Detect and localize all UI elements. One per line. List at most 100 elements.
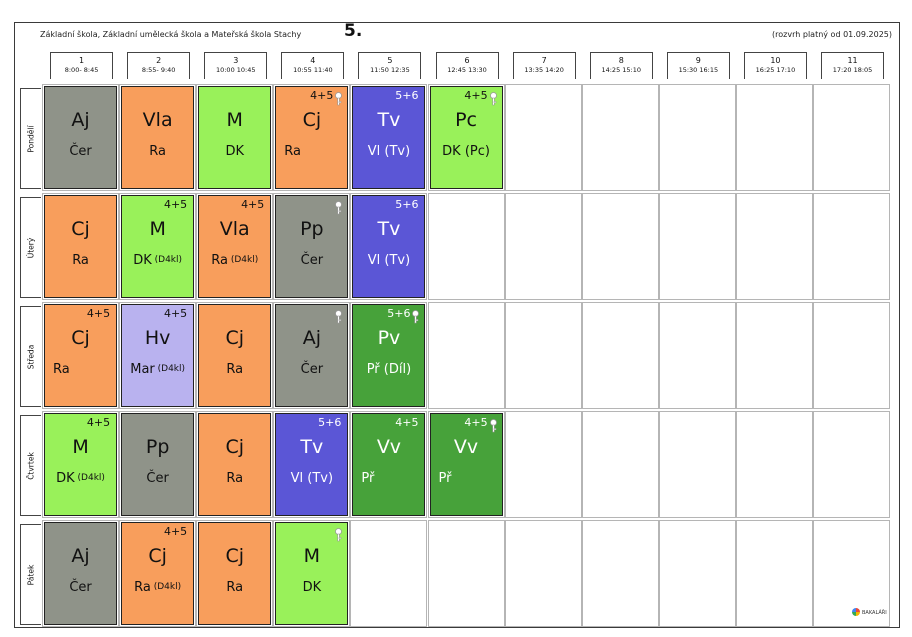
group-label: 5+6: [395, 198, 419, 211]
timetable-cell[interactable]: [658, 302, 736, 409]
lesson-card[interactable]: Aj Čer: [44, 522, 118, 625]
subject-abbr: M: [303, 545, 321, 567]
subject-abbr: Hv: [144, 327, 171, 349]
subject-abbr: Cj: [71, 218, 90, 240]
lesson-card[interactable]: 4+5 Cj Ra: [44, 304, 118, 407]
lesson-card[interactable]: 4+5 Cj Ra (D4kl): [121, 522, 195, 625]
timetable-cell[interactable]: [504, 84, 582, 191]
timetable-cell[interactable]: [581, 520, 659, 627]
timetable-cell[interactable]: [813, 520, 891, 627]
timetable-cell[interactable]: [504, 411, 582, 518]
teacher-abbr: Čer: [69, 144, 92, 159]
timetable-cell[interactable]: [735, 302, 813, 409]
lesson-card[interactable]: 5+6 Tv Vl (Tv): [275, 413, 349, 516]
group-label: 4+5: [163, 198, 188, 211]
teacher-abbr: Př: [361, 471, 375, 486]
room-label: (Tv): [380, 253, 411, 268]
teacher-room: DK (D4kl): [122, 253, 193, 268]
period-header: 2 8:55- 9:40: [127, 52, 191, 79]
subject-abbr: M: [149, 218, 166, 240]
timetable-cell[interactable]: [813, 411, 891, 518]
teacher-abbr: Čer: [300, 253, 324, 268]
period-time: 10:55 11:40: [293, 66, 333, 74]
lesson-card[interactable]: Aj Čer: [275, 304, 349, 407]
lesson-card[interactable]: Pp Čer: [121, 413, 195, 516]
bakalari-logo-icon: [852, 608, 860, 616]
day-name: Úterý: [26, 237, 36, 258]
timetable-cell[interactable]: [735, 411, 813, 518]
timetable-cell[interactable]: [813, 302, 891, 409]
period-time: 14:25 15:10: [601, 66, 641, 74]
lesson-card[interactable]: 4+5 M DK (D4kl): [44, 413, 118, 516]
key-icon: [334, 309, 343, 324]
timetable-cell[interactable]: [581, 411, 659, 518]
timetable-cell[interactable]: [658, 411, 736, 518]
timetable-cell[interactable]: [427, 520, 505, 627]
period-time: 16:25 17:10: [755, 66, 796, 74]
lesson-card[interactable]: Cj Ra: [198, 304, 272, 407]
group-label: 4+5: [86, 307, 111, 320]
lesson-card[interactable]: Pp Čer: [275, 195, 349, 298]
room-label: (D4kl): [150, 582, 182, 592]
lesson-card[interactable]: M DK: [198, 86, 272, 189]
lesson-card[interactable]: 4+5 Vla Ra (D4kl): [198, 195, 272, 298]
teacher-room: Ra: [199, 362, 270, 377]
teacher-abbr: Vl: [290, 471, 304, 486]
lesson-card[interactable]: M DK: [275, 522, 349, 625]
timetable-cell[interactable]: [658, 84, 736, 191]
lesson-card[interactable]: 4+5 Cj Ra: [275, 86, 349, 189]
subject-abbr: Cj: [148, 545, 167, 567]
lesson-card[interactable]: Cj Ra: [198, 522, 272, 625]
period-header: 7 13:35 14:20: [512, 52, 576, 79]
teacher-room: Čer: [45, 580, 116, 595]
timetable-cell[interactable]: [735, 520, 813, 627]
lesson-card[interactable]: 5+6 Tv Vl (Tv): [352, 195, 426, 298]
teacher-room: Ra: [45, 253, 116, 268]
timetable-cell[interactable]: [427, 302, 505, 409]
timetable-cell[interactable]: [735, 84, 813, 191]
timetable-cell[interactable]: [350, 520, 428, 627]
teacher-room: Ra: [284, 144, 347, 159]
timetable-cell[interactable]: [581, 84, 659, 191]
timetable-cell[interactable]: [581, 193, 659, 300]
timetable-cell[interactable]: [658, 520, 736, 627]
room-label: (Tv): [380, 144, 411, 159]
teacher-abbr: DK: [56, 471, 75, 486]
room-label: (D4kl): [227, 255, 259, 265]
teacher-room: Př: [439, 471, 502, 486]
lesson-card[interactable]: 5+6 Pv Př (Díl): [352, 304, 426, 407]
lesson-card[interactable]: Cj Ra: [198, 413, 272, 516]
lesson-card[interactable]: Aj Čer: [44, 86, 118, 189]
lesson-card[interactable]: Vla Ra: [121, 86, 195, 189]
lesson-card[interactable]: Cj Ra: [44, 195, 118, 298]
timetable-cell[interactable]: [658, 193, 736, 300]
teacher-abbr: DK: [225, 144, 244, 159]
timetable-cell[interactable]: [504, 520, 582, 627]
lesson-card[interactable]: 4+5 Vv Př: [429, 413, 503, 516]
lesson-card[interactable]: 5+6 Tv Vl (Tv): [352, 86, 426, 189]
day-name: Pátek: [26, 564, 36, 585]
lesson-card[interactable]: 4+5 Pc DK (Pc): [429, 86, 503, 189]
period-header: 3 10:00 10:45: [204, 52, 268, 79]
timetable-cell[interactable]: [504, 193, 582, 300]
timetable-cell[interactable]: [735, 193, 813, 300]
period-number: 3: [233, 56, 239, 65]
subject-abbr: Tv: [377, 218, 401, 240]
timetable-cell[interactable]: [581, 302, 659, 409]
teacher-abbr: Ra: [72, 253, 89, 268]
group-label: 5+6: [387, 307, 411, 320]
teacher-abbr: Vl: [367, 253, 381, 268]
period-time: 12:45 13:30: [447, 66, 487, 74]
period-number: 6: [464, 56, 470, 65]
teacher-abbr: Ra: [149, 144, 166, 159]
timetable-cell[interactable]: [427, 193, 505, 300]
timetable-cell[interactable]: [813, 193, 891, 300]
lesson-card[interactable]: 4+5 Hv Mar (D4kl): [121, 304, 195, 407]
lesson-card[interactable]: 4+5 Vv Př: [352, 413, 426, 516]
period-number: 11: [847, 56, 858, 65]
subject-abbr: Aj: [302, 327, 321, 349]
room-label: (Díl): [379, 362, 412, 377]
timetable-cell[interactable]: [504, 302, 582, 409]
timetable-cell[interactable]: [813, 84, 891, 191]
lesson-card[interactable]: 4+5 M DK (D4kl): [121, 195, 195, 298]
